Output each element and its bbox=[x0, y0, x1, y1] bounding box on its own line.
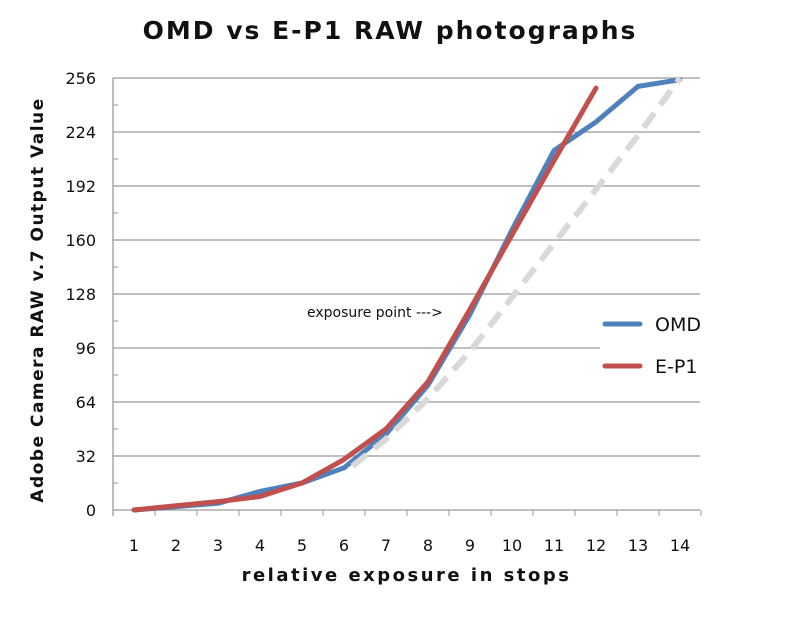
annotation-exposure-point: exposure point ---> bbox=[307, 305, 443, 321]
y-tick-label: 128 bbox=[65, 285, 96, 304]
x-tick-label: 8 bbox=[423, 536, 433, 555]
x-tick-label: 7 bbox=[381, 536, 391, 555]
chart-title: OMD vs E-P1 RAW photographs bbox=[142, 16, 638, 45]
y-tick-label: 64 bbox=[76, 393, 96, 412]
x-axis-label: relative exposure in stops bbox=[241, 565, 572, 586]
series-line-omd bbox=[131, 77, 683, 513]
legend-label-omd: OMD bbox=[655, 314, 701, 336]
x-tick-label: 3 bbox=[213, 536, 223, 555]
x-tick-label: 14 bbox=[670, 536, 690, 555]
series-line-e-p1 bbox=[131, 85, 599, 513]
legend-label-e-p1: E-P1 bbox=[655, 356, 697, 378]
y-tick-label: 160 bbox=[65, 231, 96, 250]
x-tick-label: 1 bbox=[129, 536, 139, 555]
y-tick-label: 96 bbox=[76, 339, 96, 358]
x-tick-label: 9 bbox=[465, 536, 475, 555]
y-tick-label: 32 bbox=[76, 447, 96, 466]
x-tick-label: 13 bbox=[628, 536, 648, 555]
x-tick-label: 10 bbox=[502, 536, 522, 555]
x-tick-label: 6 bbox=[339, 536, 349, 555]
x-tick-label: 4 bbox=[255, 536, 265, 555]
x-tick-label: 2 bbox=[171, 536, 181, 555]
y-tick-label: 256 bbox=[65, 69, 96, 88]
y-tick-label: 0 bbox=[86, 501, 96, 520]
x-tick-label: 5 bbox=[297, 536, 307, 555]
x-tick-label: 12 bbox=[586, 536, 606, 555]
y-tick-label: 192 bbox=[65, 177, 96, 196]
x-tick-label: 11 bbox=[544, 536, 564, 555]
y-tick-label: 224 bbox=[65, 123, 96, 142]
